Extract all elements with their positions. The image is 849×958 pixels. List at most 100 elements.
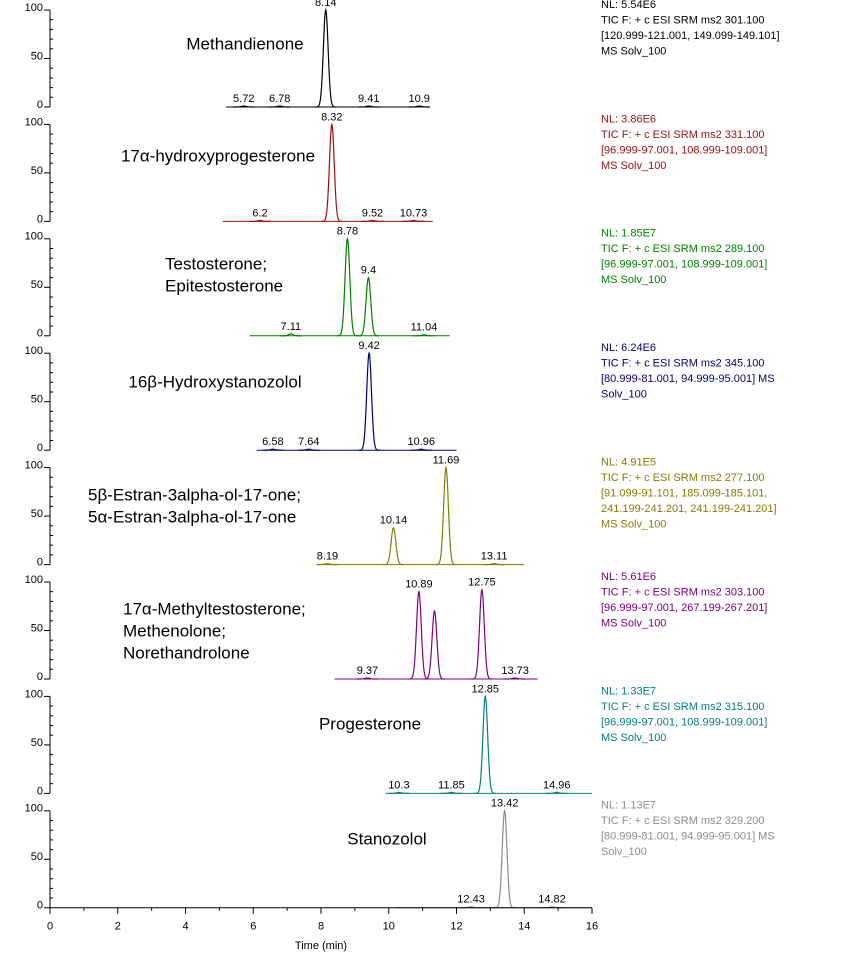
scan-info: MS Solv_100 xyxy=(601,519,666,531)
scan-info: [96.999-97.001, 108.999-109.001] xyxy=(601,259,767,271)
y-tick-label: 0 xyxy=(37,900,43,912)
scan-info: [96.999-97.001, 108.999-109.001] xyxy=(601,144,767,156)
y-tick-label: 100 xyxy=(25,688,43,700)
peak xyxy=(402,219,425,222)
peak xyxy=(249,219,271,222)
scan-info: [80.999-81.001, 94.999-95.001] MS xyxy=(601,373,775,385)
y-tick-label: 50 xyxy=(31,851,43,863)
y-tick-label: 50 xyxy=(31,165,43,177)
scan-info: TIC F: + c ESI SRM ms2 277.100 xyxy=(601,472,765,484)
peak xyxy=(280,333,302,337)
compound-name: Epitestosterone xyxy=(165,276,283,295)
scan-info: NL: 1.13E7 xyxy=(601,800,656,812)
peak-label: 12.85 xyxy=(472,683,500,695)
scan-info: NL: 1.85E7 xyxy=(601,228,656,240)
scan-info: MS Solv_100 xyxy=(601,732,666,744)
scan-info: MS Solv_100 xyxy=(601,617,666,629)
peak xyxy=(471,587,493,680)
y-tick-label: 100 xyxy=(25,231,43,243)
peak-label: 14.82 xyxy=(538,894,566,906)
panel: 0 50 100 6.58 7.64 9.42 10.96 16β-Hydroxystanoz… xyxy=(25,340,775,454)
y-tick-label: 100 xyxy=(25,460,43,472)
scan-info: TIC F: + c ESI SRM ms2 289.100 xyxy=(601,243,765,255)
peak-label: 10.73 xyxy=(400,207,428,219)
peak xyxy=(546,791,568,794)
peak xyxy=(262,448,284,451)
peak xyxy=(336,236,359,337)
peak-label: 10.3 xyxy=(388,779,409,791)
peak-label: 8.78 xyxy=(337,226,358,238)
x-tick-label: 14 xyxy=(518,921,530,933)
x-axis-label: Time (min) xyxy=(295,940,347,952)
peak-label: 10.9 xyxy=(409,93,430,105)
compound-name: Methenolone; xyxy=(123,621,226,640)
peak-label: 6.78 xyxy=(269,93,290,105)
y-tick-label: 50 xyxy=(31,508,43,520)
compound-name: Norethandrolone xyxy=(123,643,250,662)
x-tick-label: 12 xyxy=(450,921,462,933)
panel: 0 50 100 6.2 8.32 9.52 10.73 17α-hydroxyprogest… xyxy=(25,111,768,225)
y-tick-label: 0 xyxy=(37,213,43,225)
scan-info: MS Solv_100 xyxy=(601,274,666,286)
peak-label: 13.42 xyxy=(491,798,519,810)
peak xyxy=(493,808,516,909)
peak xyxy=(423,609,446,680)
peak xyxy=(388,791,410,794)
panel: 0 50 100 7.11 8.78 9.4 11.04 Testosterone; Epite… xyxy=(25,226,768,340)
peak-label: 9.41 xyxy=(358,93,379,105)
panel: 0 50 100 12.43 13.42 14.82 Stanozolol NL: 1.13E… xyxy=(25,798,775,912)
scan-info: NL: 1.33E7 xyxy=(601,685,656,697)
peak xyxy=(413,334,435,337)
peak xyxy=(233,105,255,108)
peak xyxy=(269,105,291,108)
y-tick-label: 100 xyxy=(25,345,43,357)
peak-label: 9.4 xyxy=(361,265,376,277)
x-tick-label: 8 xyxy=(318,921,324,933)
peak-label: 9.37 xyxy=(357,665,378,677)
peak-label: 5.72 xyxy=(233,93,254,105)
peak xyxy=(321,122,343,222)
panel: 0 50 100 9.37 10.89 12.75 13.73 17α-Methyltesto… xyxy=(25,571,768,683)
peak-label: 10.89 xyxy=(405,579,433,591)
scan-info: Solv_100 xyxy=(601,389,647,401)
peak xyxy=(483,563,505,566)
peak xyxy=(440,791,463,794)
scan-info: TIC F: + c ESI SRM ms2 329.200 xyxy=(601,815,765,827)
peak xyxy=(474,694,496,794)
scan-info: NL: 3.86E6 xyxy=(601,113,656,125)
y-tick-label: 0 xyxy=(37,442,43,454)
compound-name: 16β-Hydroxystanozolol xyxy=(128,372,301,391)
peak xyxy=(315,8,337,108)
y-tick-label: 0 xyxy=(37,328,43,340)
y-tick-label: 100 xyxy=(25,2,43,14)
peak xyxy=(316,563,339,566)
peak-label: 10.14 xyxy=(380,515,408,527)
panel: 0 50 100 8.19 10.14 11.69 13.11 5β-Estran-3alph… xyxy=(25,455,777,569)
scan-info: 241.199-241.201, 241.199-241.201] xyxy=(601,503,777,515)
y-tick-label: 50 xyxy=(31,50,43,62)
peak-label: 8.14 xyxy=(315,0,336,9)
x-tick-label: 4 xyxy=(182,921,188,933)
peak-label: 12.75 xyxy=(468,577,496,589)
y-tick-label: 50 xyxy=(31,279,43,291)
y-tick-label: 0 xyxy=(37,785,43,797)
peak-label: 11.04 xyxy=(411,322,438,334)
peak xyxy=(382,526,405,566)
scan-info: [120.999-121.001, 149.099-149.101] xyxy=(601,30,780,42)
peak-label: 10.96 xyxy=(408,436,436,448)
scan-info: NL: 6.24E6 xyxy=(601,342,656,354)
peak-label: 6.2 xyxy=(252,207,267,219)
peak xyxy=(504,677,526,680)
x-tick-label: 10 xyxy=(383,921,395,933)
peak xyxy=(408,105,430,108)
peak-label: 7.11 xyxy=(281,321,302,333)
peak-label: 14.96 xyxy=(543,779,571,791)
x-tick-label: 0 xyxy=(47,921,53,933)
peak-label: 6.58 xyxy=(262,436,283,448)
peak xyxy=(408,589,430,680)
peak xyxy=(357,276,380,337)
compound-name: Methandienone xyxy=(186,34,303,53)
panel: 0 50 100 10.3 11.85 12.85 14.96 Progesterone NL:… xyxy=(25,683,768,797)
peak xyxy=(298,448,320,451)
